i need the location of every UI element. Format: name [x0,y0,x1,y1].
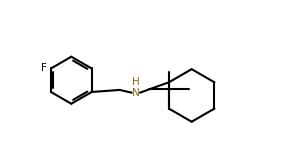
Text: H: H [132,77,139,87]
Text: F: F [41,63,47,74]
Text: N: N [132,88,139,98]
